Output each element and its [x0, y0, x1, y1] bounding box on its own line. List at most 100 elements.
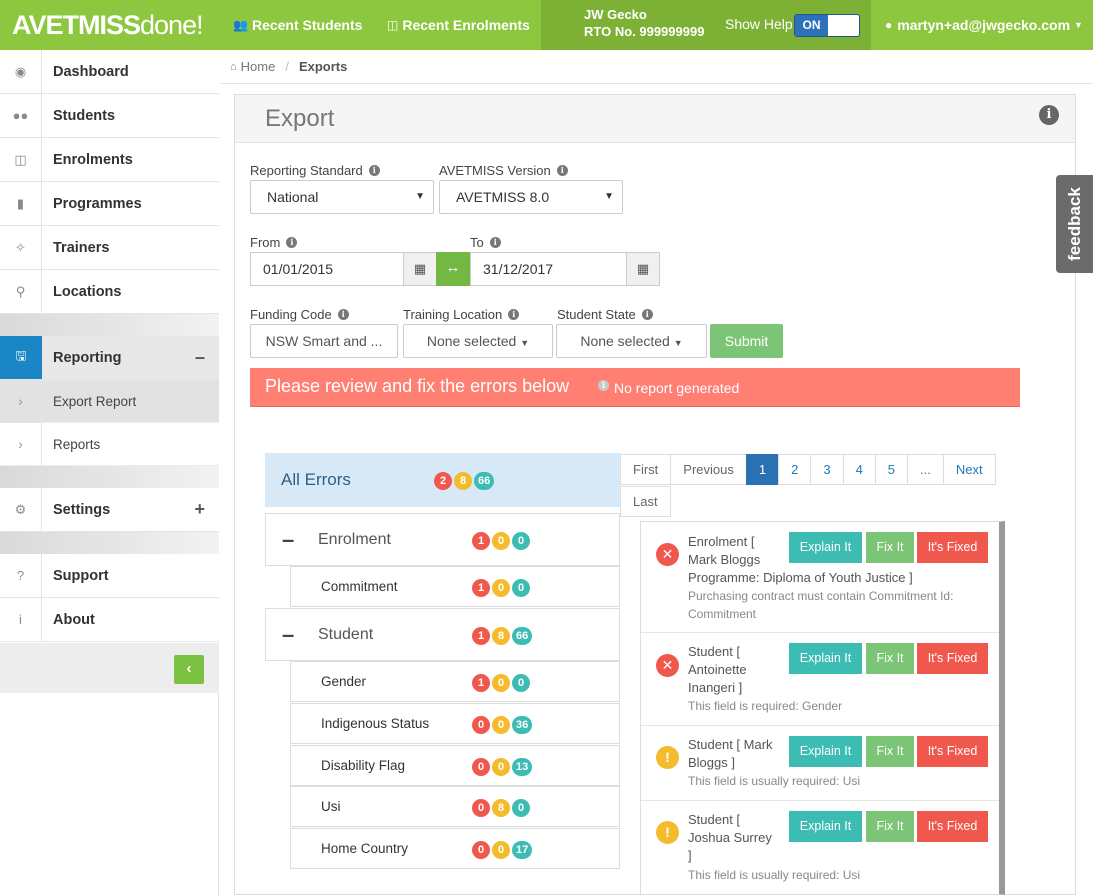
- sidebar-item-trainers[interactable]: ✧ Trainers: [0, 225, 219, 270]
- count-badges: 0 8 0: [472, 799, 530, 817]
- page-previous[interactable]: Previous: [670, 454, 747, 485]
- error-title: Enrolment [Mark Bloggs Programme: Diploma…: [688, 534, 913, 585]
- sidebar-item-reporting[interactable]: 🖫 Reporting –: [0, 335, 219, 380]
- calendar-icon[interactable]: ▦: [403, 252, 437, 286]
- sidebar-item-locations[interactable]: ⚲ Locations: [0, 269, 219, 314]
- tree-node-commitment[interactable]: Commitment 1 0 0: [290, 566, 620, 607]
- sidebar-separator: [0, 466, 219, 488]
- tree-node-indigenous-status[interactable]: Indigenous Status 0 0 36: [290, 703, 620, 744]
- caret-down-icon: ▼: [604, 191, 614, 202]
- recent-students-link[interactable]: 👥 Recent Students: [233, 17, 363, 33]
- book-icon: ▮: [0, 181, 42, 226]
- tree-node-student[interactable]: – Student 1 8 66: [265, 608, 620, 661]
- info-icon[interactable]: i: [1039, 105, 1059, 125]
- funding-code-select[interactable]: NSW Smart and ...: [250, 324, 398, 358]
- sidebar-item-programmes[interactable]: ▮ Programmes: [0, 181, 219, 226]
- count-badges: 2 8 66: [434, 472, 495, 490]
- page-next[interactable]: Next: [942, 454, 996, 485]
- funding-code-label: Funding Code i: [250, 307, 349, 322]
- count-badges: 1 0 0: [472, 674, 530, 692]
- feedback-tab[interactable]: feedback: [1056, 175, 1093, 273]
- its-fixed-button[interactable]: It's Fixed: [917, 736, 988, 767]
- sidebar-collapse-button[interactable]: ‹: [174, 655, 204, 684]
- info-icon[interactable]: i: [286, 237, 298, 248]
- chevron-right-icon: ›: [0, 422, 42, 466]
- explain-it-button[interactable]: Explain It: [789, 736, 862, 767]
- page-3[interactable]: 3: [810, 454, 844, 485]
- pagination-row-2: Last: [620, 486, 671, 517]
- its-fixed-button[interactable]: It's Fixed: [917, 811, 988, 842]
- page-ellipsis[interactable]: ...: [907, 454, 944, 485]
- breadcrumb: ⌂ Home / Exports: [220, 50, 1093, 84]
- from-label: From i: [250, 235, 298, 250]
- info-icon[interactable]: i: [337, 309, 349, 320]
- info-icon[interactable]: i: [641, 309, 653, 320]
- from-date-input[interactable]: 01/01/2015: [250, 252, 404, 286]
- sidebar-item-support[interactable]: ? Support: [0, 553, 219, 598]
- info-icon: i: [0, 597, 42, 642]
- app-logo[interactable]: AVETMISSdone!: [12, 10, 204, 40]
- explain-it-button[interactable]: Explain It: [789, 811, 862, 842]
- error-description: This field is required: Gender: [688, 699, 843, 713]
- page-first[interactable]: First: [620, 454, 672, 485]
- pagination: First Previous 1 2 3 4 5 ... Next: [620, 454, 996, 485]
- date-range-arrows-icon[interactable]: ↔: [436, 252, 470, 286]
- info-icon[interactable]: i: [489, 237, 501, 248]
- top-bar: AVETMISSdone! 👥 Recent Students ◫ Recent E…: [0, 0, 1093, 50]
- student-state-select[interactable]: None selected ▼: [556, 324, 707, 358]
- sidebar-item-settings[interactable]: ⚙ Settings +: [0, 487, 219, 532]
- sidebar-item-reports[interactable]: › Reports: [0, 422, 219, 466]
- sidebar-item-enrolments[interactable]: ◫ Enrolments: [0, 137, 219, 182]
- info-icon[interactable]: i: [368, 165, 380, 176]
- tree-node-gender[interactable]: Gender 1 0 0: [290, 661, 620, 702]
- fix-it-button[interactable]: Fix It: [866, 736, 914, 767]
- sidebar-item-students[interactable]: ●● Students: [0, 93, 219, 138]
- info-icon[interactable]: i: [508, 309, 520, 320]
- its-fixed-button[interactable]: It's Fixed: [917, 532, 988, 563]
- users-icon: ●●: [0, 93, 42, 138]
- calendar-icon[interactable]: ▦: [626, 252, 660, 286]
- tree-node-usi[interactable]: Usi 0 8 0: [290, 786, 620, 827]
- magic-wand-icon: ✧: [0, 225, 42, 270]
- sidebar-item-export-report[interactable]: › Export Report: [0, 379, 219, 423]
- training-location-select[interactable]: None selected ▼: [403, 324, 553, 358]
- breadcrumb-current: Exports: [298, 59, 348, 74]
- tree-all-errors[interactable]: All Errors 2 8 66: [265, 453, 620, 507]
- collapse-minus-icon[interactable]: –: [282, 622, 295, 647]
- show-help-toggle[interactable]: ON: [794, 14, 860, 37]
- sidebar-item-about[interactable]: i About: [0, 597, 219, 642]
- gear-icon: ⚙: [0, 487, 42, 532]
- fix-it-button[interactable]: Fix It: [866, 643, 914, 674]
- page-last[interactable]: Last: [620, 486, 671, 517]
- info-icon[interactable]: i: [556, 165, 568, 176]
- avetmiss-version-select[interactable]: AVETMISS 8.0 ▼: [439, 180, 623, 214]
- collapse-minus-icon: –: [194, 347, 205, 367]
- explain-it-button[interactable]: Explain It: [789, 532, 862, 563]
- page-2[interactable]: 2: [778, 454, 812, 485]
- to-date-input[interactable]: 31/12/2017: [470, 252, 627, 286]
- sidebar-item-dashboard[interactable]: ◉ Dashboard: [0, 49, 219, 94]
- tree-node-home-country[interactable]: Home Country 0 0 17: [290, 828, 620, 869]
- page-5[interactable]: 5: [874, 454, 909, 485]
- reporting-standard-select[interactable]: National ▼: [250, 180, 434, 214]
- count-badges: 0 0 17: [472, 841, 533, 859]
- submit-button[interactable]: Submit: [710, 324, 783, 358]
- info-count-badge: 66: [474, 472, 495, 490]
- page-1[interactable]: 1: [745, 454, 780, 485]
- collapse-minus-icon[interactable]: –: [282, 527, 295, 552]
- user-menu[interactable]: ● martyn+ad@jwgecko.com ▼: [885, 17, 1083, 33]
- its-fixed-button[interactable]: It's Fixed: [917, 643, 988, 674]
- tree-node-enrolment[interactable]: – Enrolment 1 0 0: [265, 513, 620, 566]
- fix-it-button[interactable]: Fix It: [866, 532, 914, 563]
- info-count-badge: 0: [512, 532, 530, 550]
- recent-enrolments-link[interactable]: ◫ Recent Enrolments: [387, 17, 530, 33]
- alert-subtext: i No report generated: [598, 380, 739, 396]
- page-4[interactable]: 4: [842, 454, 876, 485]
- error-alert: Please review and fix the errors below i…: [250, 368, 1020, 407]
- count-badges: 0 0 13: [472, 758, 533, 776]
- explain-it-button[interactable]: Explain It: [789, 643, 862, 674]
- rto-number: RTO No. 999999999: [584, 24, 705, 39]
- breadcrumb-home[interactable]: Home: [240, 59, 276, 74]
- fix-it-button[interactable]: Fix It: [866, 811, 914, 842]
- tree-node-disability-flag[interactable]: Disability Flag 0 0 13: [290, 745, 620, 786]
